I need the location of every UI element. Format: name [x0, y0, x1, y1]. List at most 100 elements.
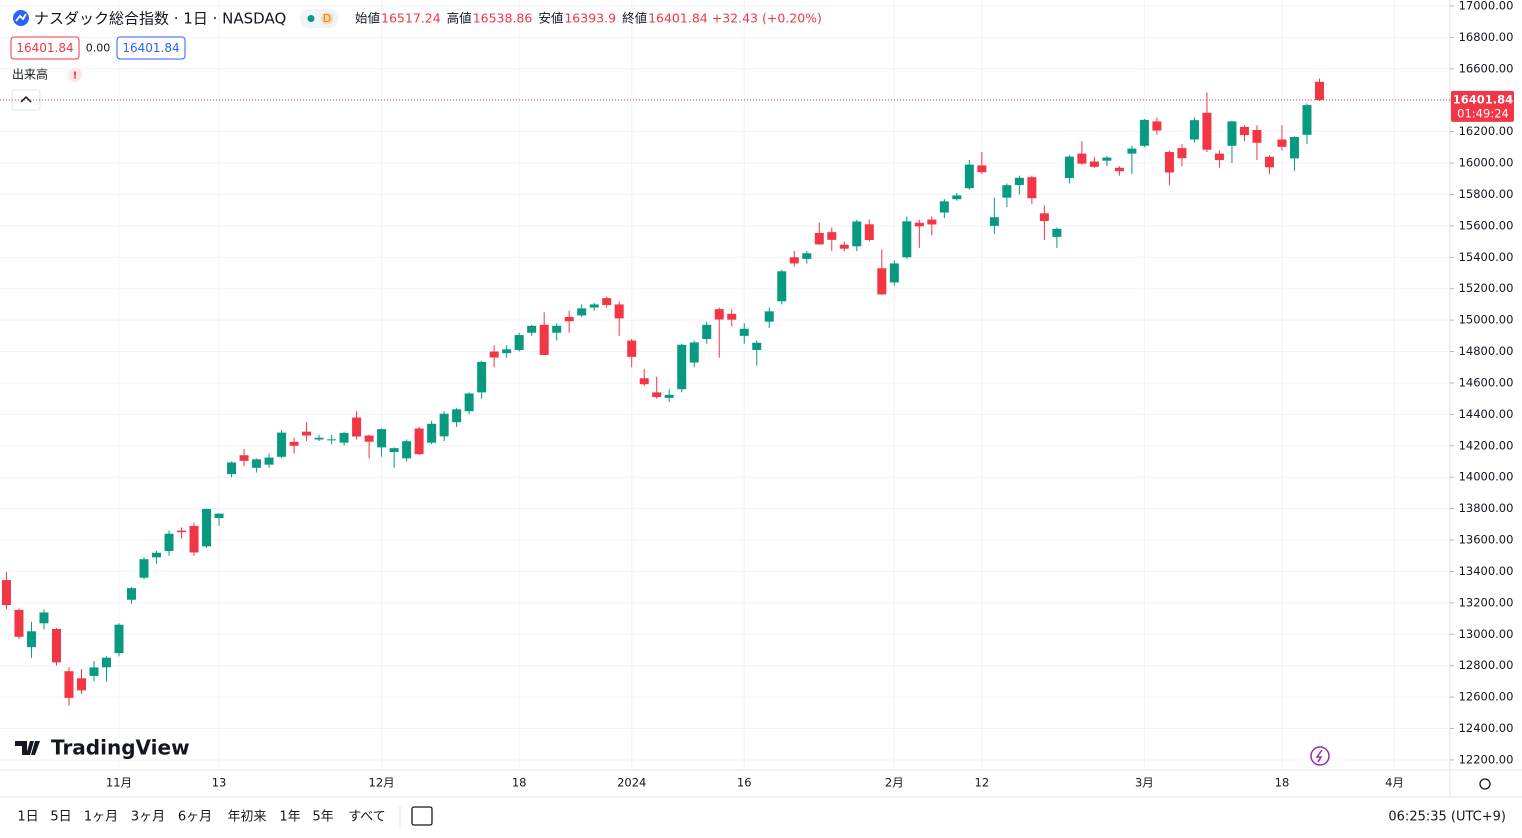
candle-body	[227, 462, 237, 475]
candle-body	[439, 413, 449, 437]
candle-body	[1302, 105, 1312, 135]
candle-body	[1252, 130, 1262, 143]
flash-icon[interactable]	[1310, 746, 1330, 766]
candle-body	[14, 609, 24, 637]
candle-body	[101, 657, 111, 668]
last-price-label: 16401.84	[1453, 92, 1513, 106]
settings-icon[interactable]	[1479, 778, 1491, 790]
candle-body	[752, 342, 762, 350]
candle-body	[39, 612, 49, 624]
ohlc-value: 16393.9	[564, 11, 616, 26]
candle-body	[127, 588, 137, 600]
buy-box[interactable]	[116, 36, 186, 60]
volume-label[interactable]: 出来高	[12, 67, 48, 82]
sell-box[interactable]	[10, 36, 80, 60]
range-button[interactable]: 6ヶ月	[178, 810, 212, 825]
ohlc-value: 16538.86	[473, 11, 533, 26]
candle-body	[814, 232, 824, 245]
candle-body	[677, 344, 687, 390]
toolbar: 1日 5日 1ヶ月 3ヶ月 6ヶ月 年初来 1年 5年 すべて	[17, 810, 385, 825]
buy-price: 16401.84	[122, 41, 179, 55]
logo-mark	[15, 741, 40, 755]
candle-body	[477, 361, 487, 393]
candle-body	[1064, 156, 1074, 178]
candle-body	[1177, 148, 1187, 159]
range-button[interactable]: 5日	[50, 810, 71, 825]
candle-body	[989, 217, 999, 226]
candle-body	[639, 378, 649, 385]
candle-body	[1277, 139, 1287, 147]
candle-body	[114, 624, 124, 654]
candle-body	[139, 559, 149, 578]
x-tick-label: 4月	[1385, 776, 1404, 790]
candle-body	[939, 201, 949, 213]
clock[interactable]: 06:25:35 (UTC+9)	[1388, 810, 1506, 825]
candle-body	[702, 324, 712, 339]
x-tick-label: 11月	[106, 776, 132, 790]
x-tick-label: 18	[1275, 776, 1290, 790]
x-tick-label: 2月	[885, 776, 904, 790]
candle-body	[864, 224, 874, 241]
candle-body	[577, 308, 587, 316]
candle-body	[539, 324, 549, 355]
symbol-icon-glyph	[15, 13, 27, 22]
ohlc-label: 安値	[538, 11, 563, 26]
sell-price: 16401.84	[16, 41, 73, 55]
grid	[0, 0, 1450, 770]
candle-body	[1039, 213, 1049, 222]
y-tick-label: 16800.00	[1459, 30, 1514, 44]
candle-body	[89, 667, 99, 676]
y-tick-label: 16600.00	[1459, 61, 1514, 75]
y-tick-label: 12800.00	[1459, 658, 1514, 672]
range-button[interactable]: 5年	[312, 810, 333, 825]
x-tick-label: 12月	[369, 776, 395, 790]
candle-body	[614, 304, 624, 319]
y-tick-label: 13400.00	[1459, 564, 1514, 578]
candle-body	[1102, 157, 1112, 161]
ohlc-label: 終値	[622, 11, 647, 26]
candle-body	[202, 508, 212, 547]
range-button[interactable]: 1日	[17, 810, 38, 825]
range-button[interactable]: 3ヶ月	[131, 810, 165, 825]
candle-body	[402, 441, 412, 459]
candle-body	[76, 678, 86, 691]
interval-badge[interactable]	[300, 9, 338, 28]
symbol-title[interactable]: ナスダック総合指数 · 1日 · NASDAQ	[34, 10, 286, 28]
y-tick-label: 13200.00	[1459, 595, 1514, 609]
candle-body	[502, 349, 512, 354]
candle-body	[1052, 228, 1062, 237]
candle-body	[177, 530, 187, 533]
interval-badge-text: D	[323, 12, 331, 25]
y-tick-label: 15800.00	[1459, 187, 1514, 201]
y-tick-label: 16200.00	[1459, 124, 1514, 138]
candle-body	[1127, 148, 1137, 154]
candle-body	[1227, 121, 1237, 146]
candle-body	[1, 580, 11, 606]
collapse-button[interactable]	[11, 89, 41, 111]
candle-body	[377, 429, 387, 448]
candle-body	[627, 340, 637, 357]
candle-body	[389, 448, 399, 453]
date-range-button[interactable]	[411, 806, 433, 826]
range-button[interactable]: 1ヶ月	[84, 810, 118, 825]
candle-body	[964, 164, 974, 189]
range-button[interactable]: 1年	[279, 810, 300, 825]
candle-body	[1314, 81, 1324, 100]
candle-body	[589, 304, 599, 308]
range-button[interactable]: 年初来	[227, 810, 266, 825]
range-button[interactable]: すべて	[348, 810, 386, 825]
candle-body	[952, 195, 962, 200]
candle-body	[277, 432, 287, 457]
candle-body	[252, 459, 262, 468]
volume-warning[interactable]	[68, 68, 82, 82]
y-tick-label: 14800.00	[1459, 344, 1514, 358]
x-tick-label: 16	[737, 776, 752, 790]
candle-body	[789, 257, 799, 264]
ohlc-value: 16401.84	[648, 11, 708, 26]
candle-body	[739, 328, 749, 336]
candle-body	[877, 268, 887, 295]
candle-body	[1164, 152, 1174, 173]
candle-body	[264, 457, 274, 465]
candle-body	[1027, 177, 1037, 199]
